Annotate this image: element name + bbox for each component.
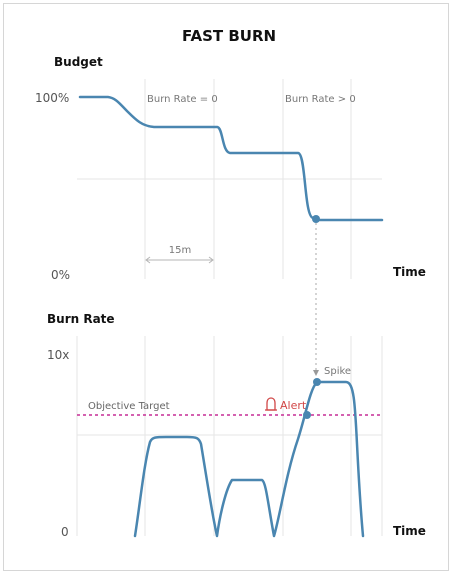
budget-axis-title: Budget (54, 55, 103, 69)
budget-max-label: 100% (35, 91, 69, 105)
interval-label: 15m (169, 245, 191, 256)
budget-curve (78, 95, 384, 222)
alert-marker: Alert (265, 397, 307, 412)
burn-rate-panel: Burn Rate 10x 0 Time Objective Target (47, 312, 426, 539)
spike-point (313, 378, 321, 386)
burn-rate-grid (76, 336, 383, 536)
burn-rate-axis-title: Burn Rate (47, 312, 115, 326)
interval-measure: 15m (145, 245, 214, 264)
spike-connector-arrowhead (313, 370, 319, 376)
burn-rate-positive-annotation: Burn Rate > 0 (285, 94, 356, 105)
alert-threshold-crossing-point (303, 411, 311, 419)
budget-depletion-point (312, 215, 320, 223)
diagram-title: FAST BURN (182, 27, 276, 45)
bell-icon (265, 397, 277, 411)
budget-min-label: 0% (51, 268, 70, 282)
burn-rate-zero-annotation: Burn Rate = 0 (147, 94, 218, 105)
interval-arrow-right (208, 256, 214, 264)
budget-time-label: Time (393, 265, 426, 279)
burn-rate-time-label: Time (393, 524, 426, 538)
fast-burn-diagram: FAST BURN Budget 100% 0% Time Burn Rate … (35, 27, 426, 539)
alert-label: Alert (280, 399, 307, 412)
diagram-frame: FAST BURN Budget 100% 0% Time Burn Rate … (3, 3, 449, 571)
burn-rate-curve (133, 380, 365, 538)
burn-rate-max-label: 10x (47, 348, 69, 362)
budget-grid (77, 79, 382, 279)
spike-label: Spike (324, 366, 351, 377)
budget-panel: Budget 100% 0% Time Burn Rate = 0 Burn R… (35, 55, 426, 282)
objective-target-label: Objective Target (88, 401, 170, 412)
interval-arrow-left (145, 256, 151, 264)
burn-rate-min-label: 0 (61, 525, 69, 539)
